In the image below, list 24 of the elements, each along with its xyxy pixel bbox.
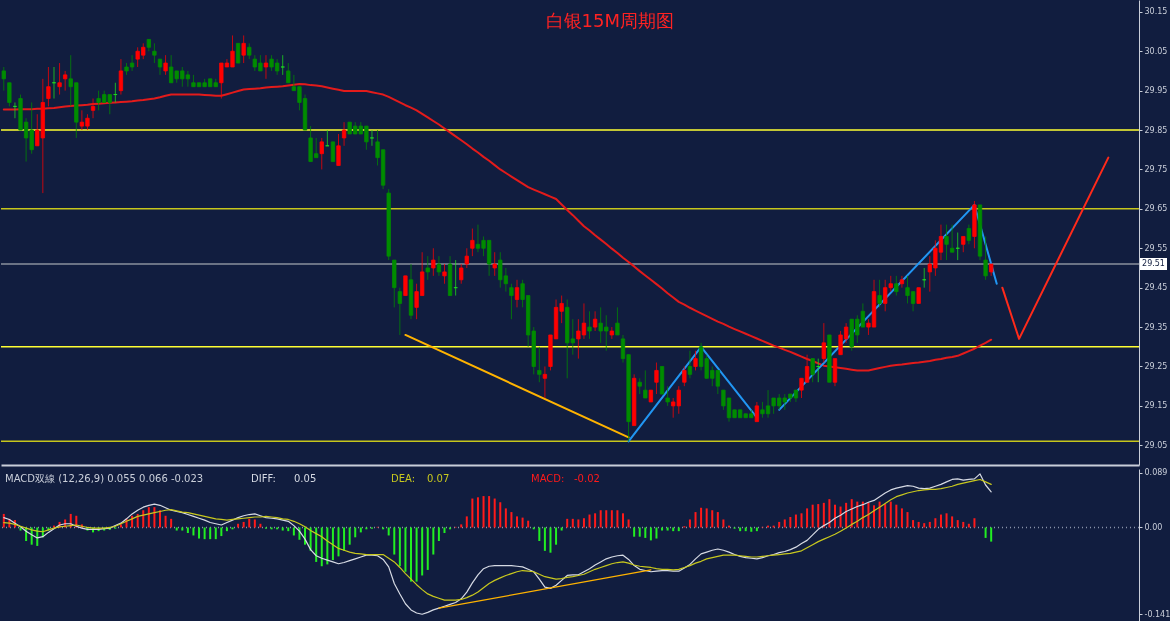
y-tick-label: 29.55 [1144,243,1168,253]
y-tick-label: 0.089 [1144,468,1168,478]
y-tick-label: 0.00 [1144,522,1163,532]
y-tick-label: 29.95 [1144,86,1168,96]
text: DEA: [391,473,416,484]
annotation: 0.05 [294,473,317,484]
y-tick-label: 29.65 [1144,204,1168,214]
y-tick-label: 29.45 [1144,283,1168,293]
annotation: -0.02 [574,473,600,484]
y-tick-label: 30.15 [1144,7,1168,17]
text: 白银15M周期图 [545,10,675,31]
annotation: 0.07 [427,473,450,484]
y-tick-label: 29.05 [1144,440,1168,450]
y-tick-label: 29.15 [1144,401,1168,411]
y-tick-label: 30.05 [1144,46,1168,56]
y-tick-label: 29.75 [1144,164,1168,174]
annotation: MACD双線 (12,26,9) 0.055 0.066 -0.023 [5,473,204,484]
ref-line-label: 29.51 [1142,259,1165,269]
text: MACD: [531,473,565,484]
y-tick-label: 29.25 [1144,361,1168,371]
text: DIFF: [251,473,276,484]
y-tick-label: 29.85 [1144,125,1168,135]
y-tick-label: -0.141 [1144,609,1170,619]
y-tick-label: 29.35 [1144,322,1168,332]
